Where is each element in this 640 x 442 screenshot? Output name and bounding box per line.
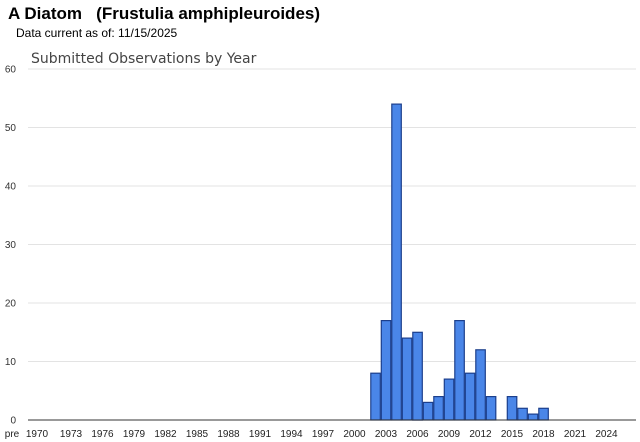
bar-2003 <box>380 320 392 421</box>
bar-2010 <box>454 320 465 421</box>
x-tick-label: 1994 <box>280 429 303 440</box>
x-tick-label: 2024 <box>595 429 618 440</box>
bar-2017 <box>527 413 539 421</box>
bar-2009 <box>443 378 455 421</box>
bars <box>370 103 549 421</box>
y-tick-label: 30 <box>5 240 17 251</box>
bar-2016 <box>517 407 528 421</box>
x-tick-label: 2021 <box>564 429 587 440</box>
species-title: A Diatom (Frustulia amphipleuroides) <box>8 4 321 23</box>
x-tick-label: 1970 <box>26 429 49 440</box>
x-tick-label: 1979 <box>123 429 146 440</box>
x-tick-label: pre <box>5 429 20 440</box>
x-tick-label: 2003 <box>375 429 398 440</box>
x-tick-label: 2006 <box>406 429 429 440</box>
y-tick-label: 60 <box>5 65 17 76</box>
y-axis-ticks: 0 10 20 30 40 50 60 <box>5 65 17 427</box>
bar-2004 <box>391 103 402 421</box>
bar-2012 <box>475 349 486 421</box>
y-tick-label: 50 <box>5 123 17 134</box>
x-tick-label: 1973 <box>60 429 83 440</box>
x-axis-ticks: pre 1970 1973 1976 1979 1982 1985 1988 1991 1994 1… <box>5 429 618 440</box>
x-tick-label: 1985 <box>186 429 209 440</box>
gridlines <box>28 68 636 362</box>
bar-2006 <box>412 331 423 421</box>
bar-2015 <box>506 396 518 421</box>
bar-2013 <box>485 396 497 421</box>
bar-2011 <box>464 372 476 421</box>
bar-2007 <box>422 401 434 421</box>
x-tick-label: 2000 <box>343 429 366 440</box>
data-current-date: Data current as of: 11/15/2025 <box>16 26 178 40</box>
x-tick-label: 2015 <box>501 429 524 440</box>
x-tick-label: 2009 <box>438 429 461 440</box>
x-tick-label: 2012 <box>469 429 492 440</box>
bar-2005 <box>401 337 413 421</box>
x-tick-label: 1982 <box>154 429 177 440</box>
y-tick-label: 10 <box>5 357 17 368</box>
x-tick-label: 1976 <box>91 429 114 440</box>
y-tick-label: 40 <box>5 182 17 193</box>
x-tick-label: 1997 <box>312 429 335 440</box>
y-tick-label: 20 <box>5 299 17 310</box>
x-tick-label: 1991 <box>249 429 272 440</box>
x-tick-label: 1988 <box>217 429 240 440</box>
bar-2018 <box>538 407 549 421</box>
bar-2002 <box>370 372 381 421</box>
x-tick-label: 2018 <box>532 429 555 440</box>
bar-2008 <box>433 396 444 421</box>
chart-title: Submitted Observations by Year <box>31 51 257 67</box>
y-tick-label: 0 <box>10 416 16 427</box>
